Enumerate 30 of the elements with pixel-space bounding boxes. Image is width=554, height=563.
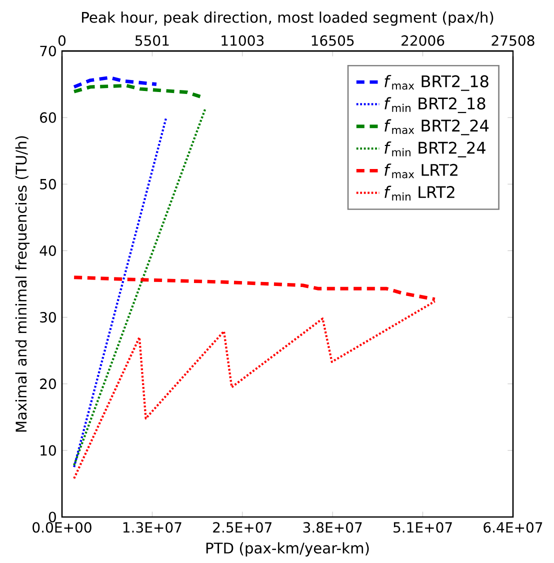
y-tick-label: 0: [48, 512, 56, 522]
x-axis-title: PTD (pax-km/year-km): [206, 542, 369, 556]
x-tick-label: 2.5E+07: [213, 522, 272, 533]
y-tick-label: 60: [40, 112, 56, 123]
legend-label: f$_{min}$ BRT2_24: [384, 141, 486, 158]
legend-label: f$_{min}$ LRT2: [384, 186, 454, 201]
y-axis-title: Maximal and minimal frequencies (TU/h): [15, 136, 30, 432]
x-tick-label: 3.8E+07: [303, 522, 362, 533]
x2-tick-label: 0: [58, 35, 66, 46]
x-tick-label: 1.3E+07: [123, 522, 182, 533]
x2-tick-label: 27508: [492, 35, 534, 46]
legend-label: f$_{max}$ LRT2: [384, 164, 458, 178]
y-tick-label: 10: [40, 445, 56, 456]
y-tick-label: 70: [40, 46, 56, 56]
y-tick-label: 30: [40, 312, 56, 323]
x2-tick-label: 11003: [222, 35, 264, 46]
x2-tick-label: 5501: [135, 35, 169, 46]
legend-label: f$_{min}$ BRT2_18: [384, 97, 486, 114]
x2-tick-label: 22006: [402, 35, 444, 46]
x-tick-label: 5.1E+07: [394, 522, 452, 533]
line-series: [72, 76, 158, 89]
y-tick-label: 20: [40, 378, 56, 390]
x2-tick-label: 16505: [312, 35, 354, 46]
y-tick-label: 50: [40, 178, 56, 190]
x2-axis-title: Peak hour, peak direction, most loaded segment (pax/h): [82, 12, 494, 26]
legend-label: f$_{max}$ BRT2_18: [384, 74, 488, 91]
legend-label: f$_{max}$ BRT2_24: [384, 119, 489, 136]
x-tick-label: 0.0E+00: [32, 522, 92, 533]
x-tick-label: 6.4E+07: [484, 522, 542, 533]
y-tick-label: 40: [40, 245, 56, 256]
